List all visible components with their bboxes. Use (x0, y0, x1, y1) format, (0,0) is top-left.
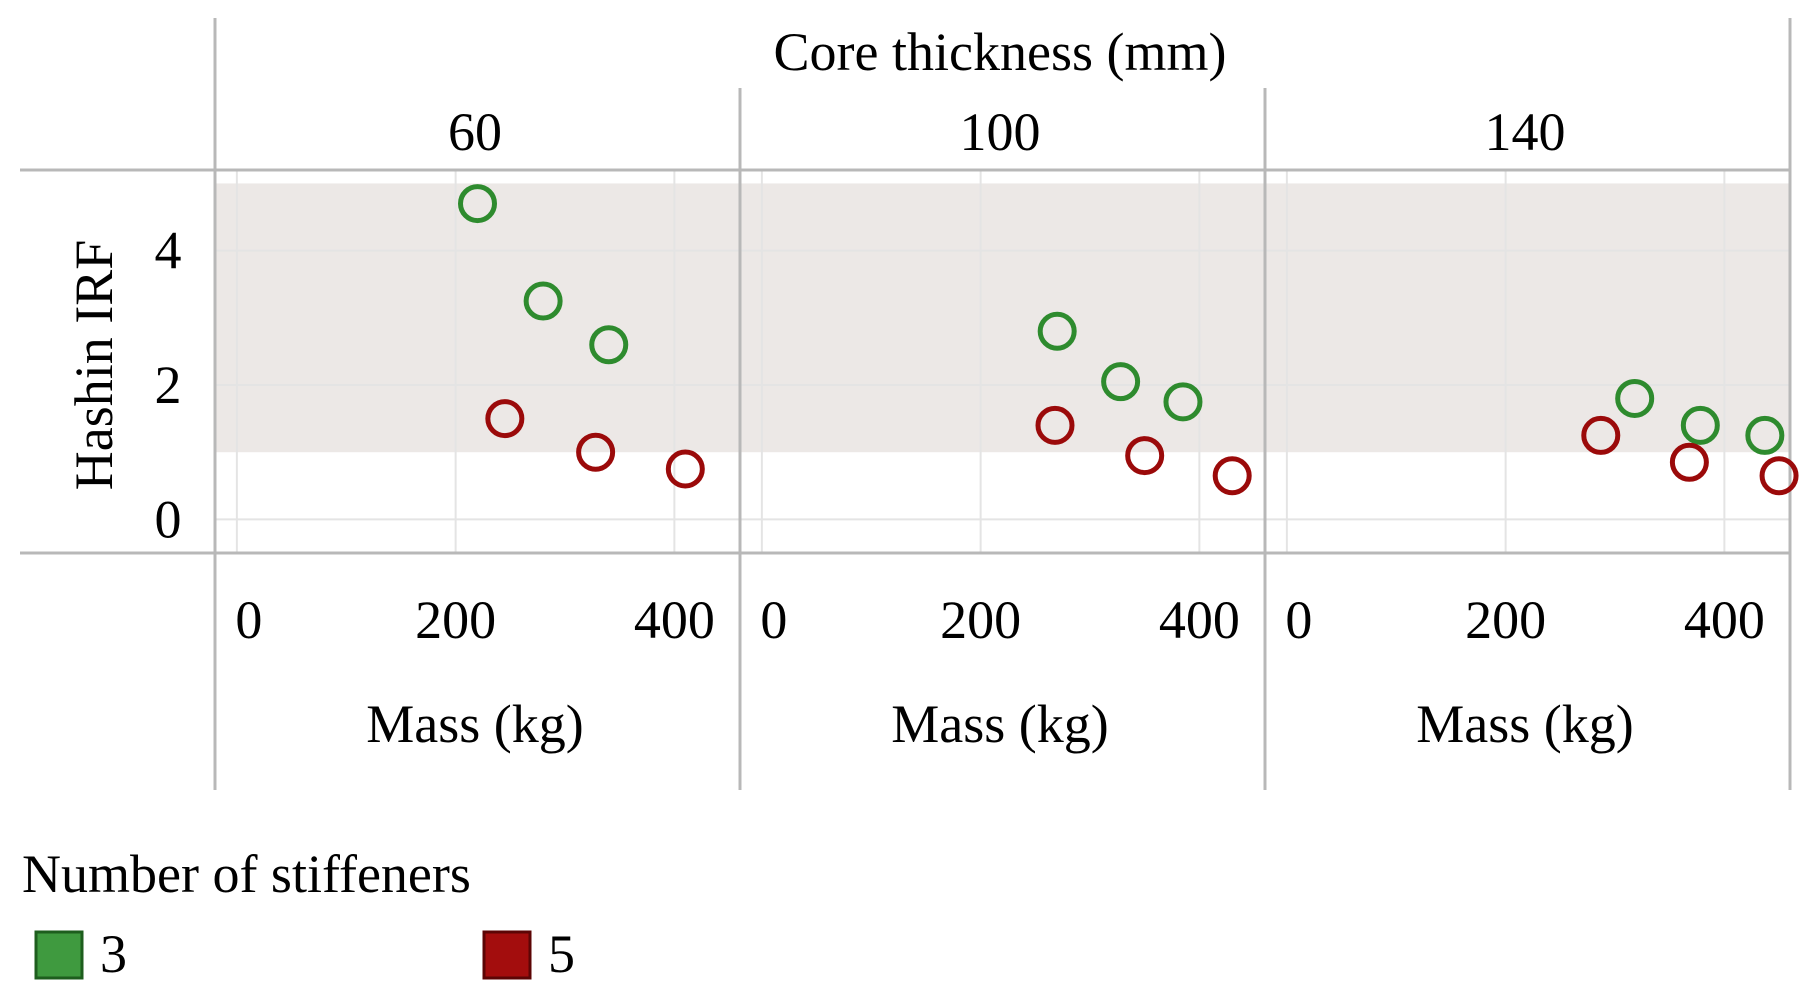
shaded-band-100 (740, 183, 1265, 453)
x-tick-label-60-0: 0 (235, 590, 262, 650)
x-axis-label-60: Mass (kg) (366, 694, 583, 754)
x-tick-label-100-0: 0 (760, 590, 787, 650)
x-tick-label-140-400: 400 (1684, 590, 1765, 650)
facet-label-60: 60 (448, 102, 502, 162)
facet-title: Core thickness (mm) (774, 22, 1227, 82)
point-60-s5-2 (665, 449, 705, 489)
x-axis-label-140: Mass (kg) (1416, 694, 1633, 754)
y-tick-label-0: 0 (155, 489, 182, 549)
x-tick-label-60-400: 400 (634, 590, 715, 650)
point-60-s3-0 (458, 184, 497, 224)
point-140-s3-1 (1680, 405, 1720, 445)
x-tick-label-140-0: 0 (1285, 590, 1312, 650)
shaded-band-60 (215, 183, 740, 453)
point-100-s5-2 (1212, 456, 1252, 496)
x-tick-label-60-200: 200 (415, 590, 496, 650)
facet-label-100: 100 (960, 102, 1041, 162)
legend-label-5: 5 (548, 924, 575, 984)
legend-title: Number of stiffeners (22, 844, 471, 904)
point-100-s5-1 (1125, 436, 1165, 476)
point-140-s3-2 (1745, 415, 1785, 455)
legend-item-5: 5 (482, 924, 575, 984)
point-60-s3-1 (523, 281, 563, 321)
x-tick-label-100-400: 400 (1159, 590, 1240, 650)
point-100-s3-2 (1163, 382, 1203, 422)
point-140-s3-0 (1615, 378, 1655, 418)
y-axis-label: Hashin IRF (64, 240, 124, 491)
x-tick-label-100-200: 200 (940, 590, 1021, 650)
panels-layer: 0 200 400 0 2 4 0 200 400 0 200 400 (20, 18, 1799, 790)
x-axis-label-100: Mass (kg) (891, 694, 1108, 754)
point-60-s5-1 (576, 432, 616, 472)
green-square-swatch (34, 930, 84, 980)
point-100-s3-1 (1101, 362, 1141, 402)
point-60-s3-2 (589, 325, 629, 365)
point-100-s3-0 (1037, 311, 1077, 351)
x-tick-label-140-200: 200 (1465, 590, 1546, 650)
legend-item-3: 3 (34, 924, 127, 984)
point-140-s5-1 (1669, 442, 1709, 482)
y-tick-label-2: 2 (155, 355, 182, 415)
legend-label-3: 3 (100, 924, 127, 984)
red-square-swatch (482, 930, 532, 980)
point-60-s5-0 (485, 399, 525, 439)
y-tick-label-4: 4 (155, 221, 182, 281)
point-100-s5-0 (1035, 405, 1075, 445)
point-140-s5-0 (1581, 415, 1621, 455)
point-140-s5-2 (1759, 456, 1799, 496)
facet-label-140: 140 (1485, 102, 1566, 162)
